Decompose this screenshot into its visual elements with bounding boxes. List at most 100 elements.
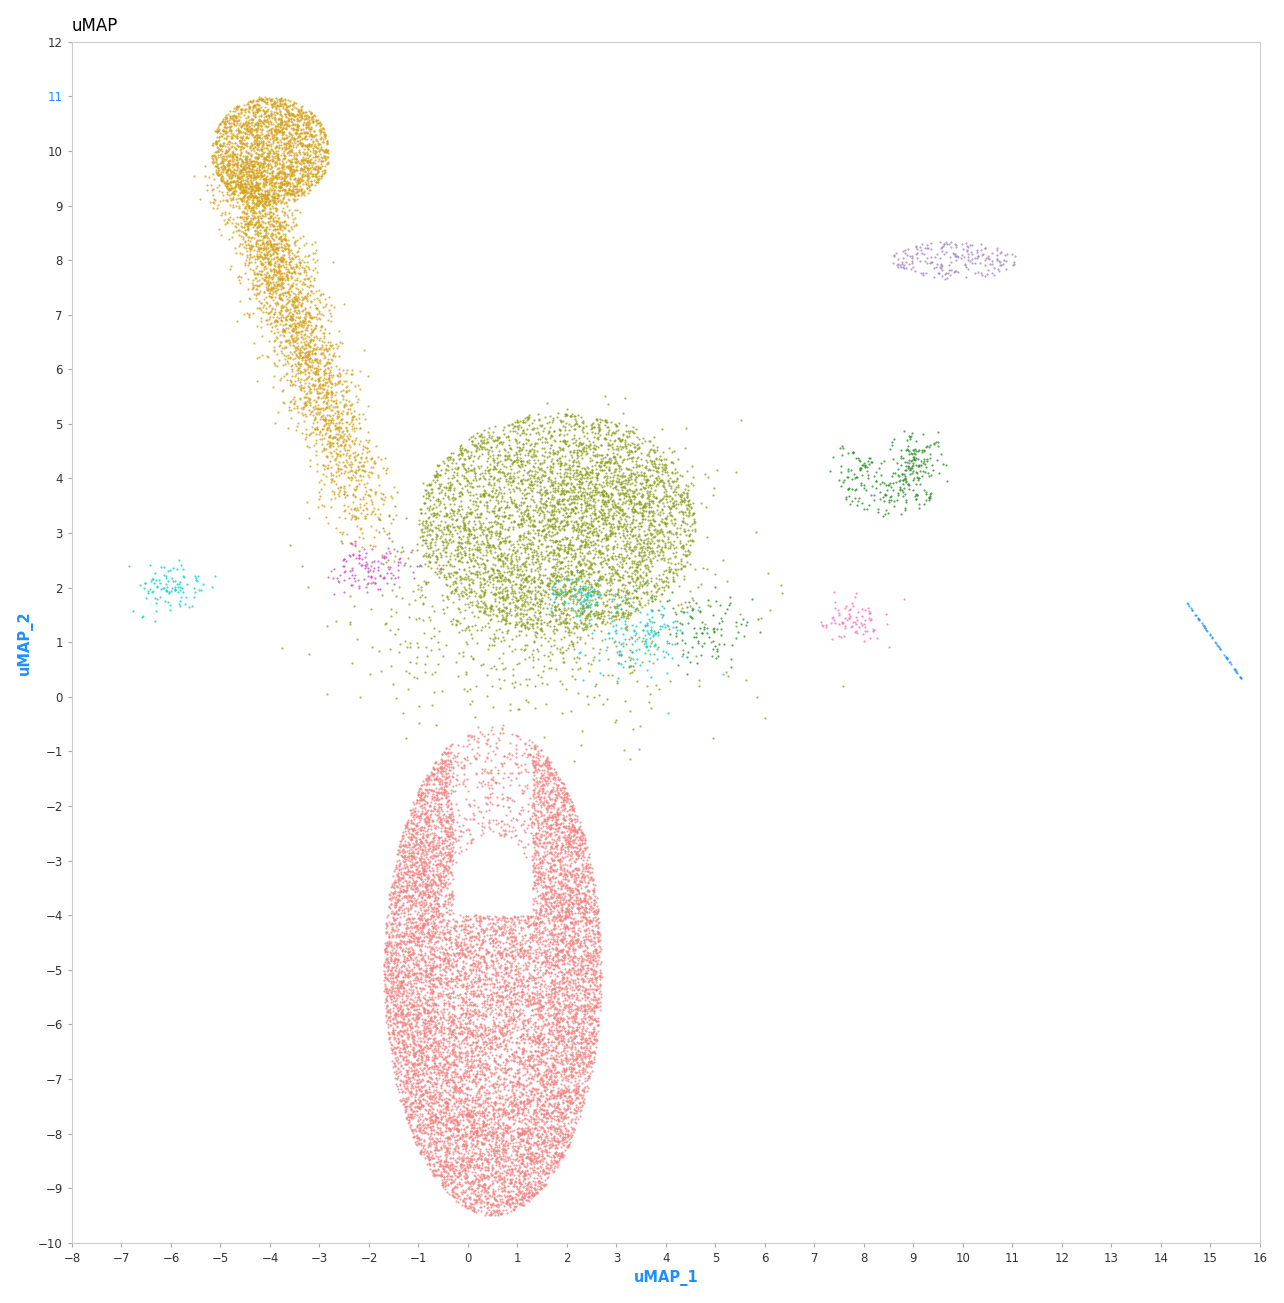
Point	[559, 1007, 579, 1028]
Point	[587, 609, 607, 629]
Point	[299, 348, 320, 369]
Point	[553, 472, 574, 493]
Point	[417, 866, 438, 887]
Point	[555, 964, 575, 985]
Point	[548, 1122, 569, 1143]
Point	[467, 1134, 488, 1154]
Point	[547, 966, 568, 986]
Point	[284, 327, 304, 348]
Point	[575, 586, 596, 607]
Point	[559, 804, 579, 825]
Point	[511, 1098, 532, 1119]
Point	[449, 1160, 470, 1181]
Point	[539, 956, 560, 977]
Point	[407, 782, 428, 803]
Point	[524, 542, 544, 563]
Point	[370, 661, 390, 681]
Point	[334, 562, 354, 582]
Point	[505, 989, 525, 1010]
Point	[682, 637, 702, 658]
Point	[573, 843, 593, 864]
Point	[247, 275, 267, 296]
Point	[291, 257, 312, 278]
Point	[693, 616, 714, 637]
Point	[587, 1020, 607, 1041]
Point	[267, 233, 288, 254]
Point	[429, 1007, 449, 1028]
Point	[230, 98, 250, 119]
Point	[619, 507, 639, 528]
Point	[444, 539, 465, 560]
Point	[417, 896, 438, 917]
Point	[407, 859, 428, 880]
Point	[1194, 616, 1215, 637]
Point	[624, 502, 645, 523]
Point	[430, 1128, 451, 1149]
Point	[303, 421, 324, 442]
Point	[677, 601, 697, 622]
Point	[256, 188, 276, 208]
Point	[234, 159, 254, 180]
Point	[333, 444, 353, 465]
Point	[574, 929, 594, 950]
Point	[584, 924, 605, 945]
Point	[519, 1067, 539, 1088]
Point	[542, 644, 562, 665]
Point	[282, 184, 303, 205]
Point	[271, 172, 291, 193]
Point	[574, 584, 594, 605]
Point	[936, 241, 957, 262]
Point	[456, 1049, 476, 1070]
Point	[515, 470, 535, 491]
Point	[552, 566, 573, 586]
Point	[476, 1058, 497, 1079]
Point	[265, 219, 285, 240]
Point	[448, 457, 469, 478]
Point	[410, 1118, 430, 1139]
Point	[529, 1119, 550, 1140]
Point	[502, 452, 523, 473]
Point	[329, 405, 349, 426]
Point	[258, 251, 279, 272]
Point	[254, 169, 275, 190]
Point	[643, 486, 664, 507]
Point	[578, 954, 598, 975]
Point	[553, 568, 574, 589]
Point	[624, 437, 645, 457]
Point	[455, 516, 475, 537]
Point	[565, 486, 586, 507]
Point	[519, 1171, 539, 1192]
Point	[523, 499, 543, 520]
Point	[306, 297, 326, 318]
Point	[444, 1075, 465, 1096]
Point	[462, 1023, 483, 1044]
Point	[541, 658, 561, 679]
Point	[267, 94, 288, 115]
Point	[240, 181, 261, 202]
Point	[422, 969, 443, 990]
Point	[578, 909, 598, 930]
Point	[408, 880, 429, 900]
Point	[416, 520, 437, 541]
Point	[660, 486, 681, 507]
Point	[524, 605, 544, 625]
Point	[533, 1132, 553, 1153]
Point	[408, 1130, 429, 1151]
Point	[562, 633, 583, 654]
Point	[575, 606, 596, 627]
Point	[325, 373, 345, 394]
Point	[526, 771, 547, 792]
Point	[525, 1015, 546, 1036]
Point	[248, 190, 268, 211]
Point	[561, 1126, 582, 1147]
Point	[566, 1003, 587, 1024]
Point	[294, 149, 315, 169]
Point	[484, 1144, 505, 1165]
Point	[244, 215, 265, 236]
Point	[475, 438, 496, 459]
Point	[245, 233, 266, 254]
Point	[451, 969, 471, 990]
Point	[238, 124, 258, 145]
Point	[548, 1110, 569, 1131]
Point	[544, 1143, 565, 1164]
